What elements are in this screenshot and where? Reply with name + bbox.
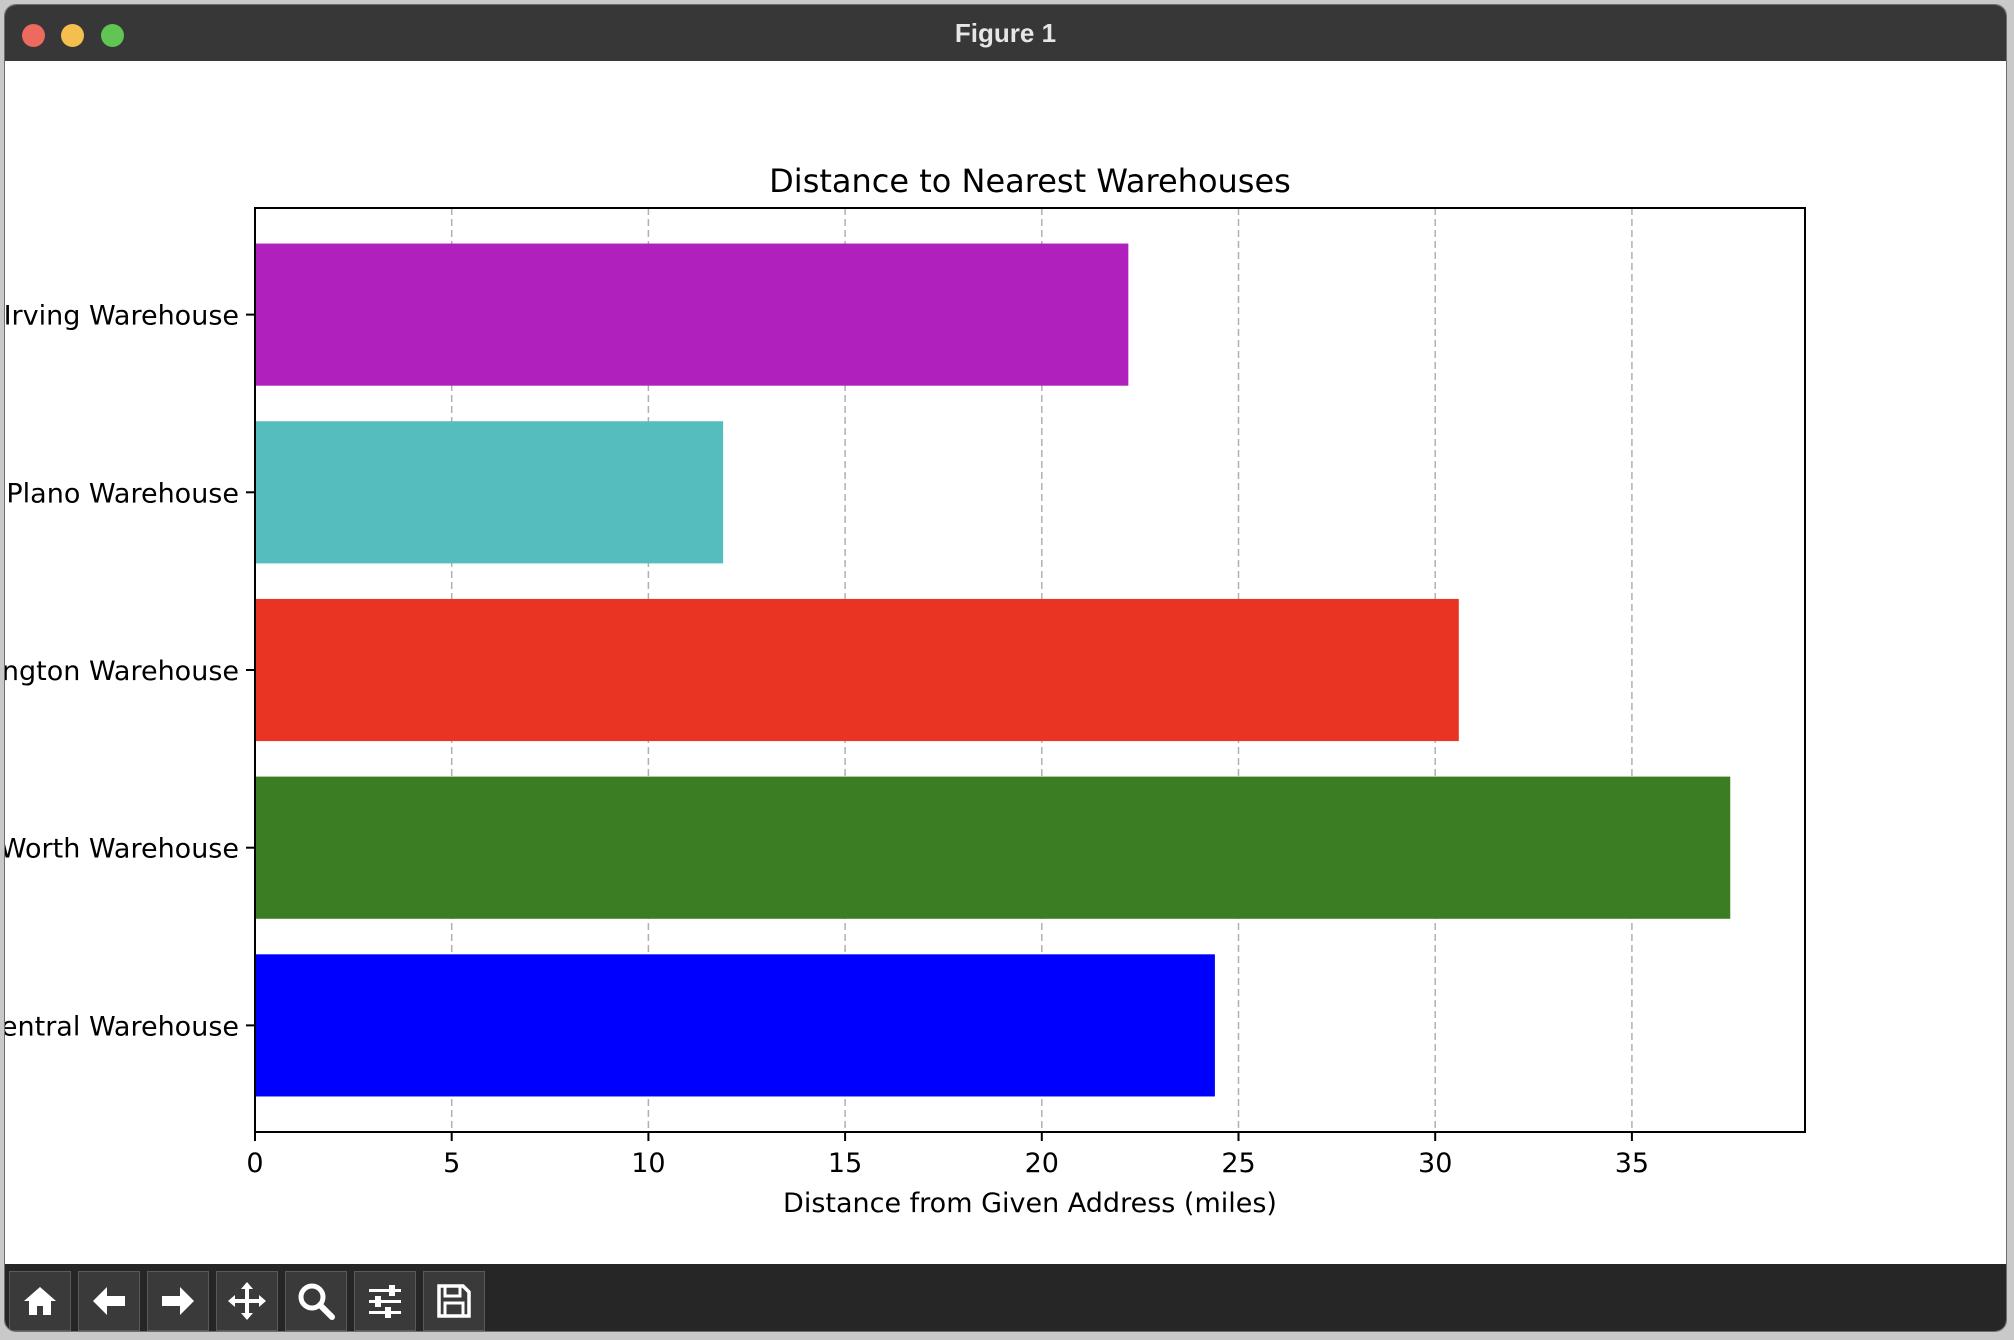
bars bbox=[255, 243, 1731, 1097]
title-bar[interactable]: Figure 1 bbox=[5, 5, 2006, 62]
window-title: Figure 1 bbox=[954, 18, 1057, 48]
pan-button[interactable] bbox=[216, 1271, 278, 1331]
x-tick-label: 15 bbox=[828, 1148, 862, 1179]
home-icon bbox=[20, 1281, 60, 1321]
save-button[interactable] bbox=[423, 1271, 485, 1331]
bar-fort-worth-warehouse bbox=[255, 776, 1731, 919]
x-tick-label: 30 bbox=[1418, 1148, 1452, 1179]
y-axis-ticks: Central Warehouse Fort Worth Warehouse Arl… bbox=[5, 301, 255, 1042]
bar-plano-warehouse bbox=[255, 421, 724, 564]
zoom-button[interactable] bbox=[285, 1271, 347, 1331]
figure-window: Figure 1 0 5 10 15 20 25 30 35 Central Warehous… bbox=[4, 4, 2007, 1332]
zoom-icon bbox=[296, 1281, 336, 1321]
x-tick-label: 20 bbox=[1025, 1148, 1059, 1179]
pan-icon bbox=[226, 1280, 268, 1322]
forward-arrow-icon bbox=[158, 1281, 198, 1321]
forward-arrow-button[interactable] bbox=[147, 1271, 209, 1331]
x-tick-label: 25 bbox=[1221, 1148, 1255, 1179]
figure-canvas[interactable]: 0 5 10 15 20 25 30 35 Central Warehouse Fort Wor… bbox=[5, 61, 2006, 1266]
bar-irving-warehouse bbox=[255, 243, 1129, 386]
x-axis-ticks: 0 5 10 15 20 25 30 35 bbox=[246, 1132, 1649, 1179]
minimize-window-button[interactable] bbox=[61, 24, 84, 47]
x-tick-label: 35 bbox=[1615, 1148, 1649, 1179]
chart-title: Distance to Nearest Warehouses bbox=[769, 162, 1291, 200]
bar-chart: 0 5 10 15 20 25 30 35 Central Warehouse Fort Wor… bbox=[5, 162, 1806, 1219]
maximize-window-button[interactable] bbox=[101, 24, 124, 47]
y-tick-label: Arlington Warehouse bbox=[5, 656, 239, 687]
configure-subplots-button[interactable] bbox=[354, 1271, 416, 1331]
y-tick-label: Plano Warehouse bbox=[6, 478, 239, 509]
back-arrow-button[interactable] bbox=[78, 1271, 140, 1331]
back-arrow-icon bbox=[89, 1281, 129, 1321]
bar-central-warehouse bbox=[255, 954, 1215, 1097]
x-axis-label: Distance from Given Address (miles) bbox=[783, 1188, 1277, 1219]
configure-subplots-icon bbox=[365, 1281, 405, 1321]
bar-arlington-warehouse bbox=[255, 598, 1459, 742]
save-icon bbox=[434, 1281, 474, 1321]
y-tick-label: Irving Warehouse bbox=[5, 301, 239, 332]
close-window-button[interactable] bbox=[22, 24, 45, 47]
y-tick-label: Central Warehouse bbox=[5, 1011, 239, 1042]
navigation-toolbar bbox=[5, 1264, 2006, 1331]
x-tick-label: 5 bbox=[443, 1148, 460, 1179]
x-tick-label: 0 bbox=[246, 1148, 263, 1179]
x-tick-label: 10 bbox=[631, 1148, 665, 1179]
y-tick-label: Fort Worth Warehouse bbox=[5, 834, 239, 865]
home-button[interactable] bbox=[9, 1271, 71, 1331]
